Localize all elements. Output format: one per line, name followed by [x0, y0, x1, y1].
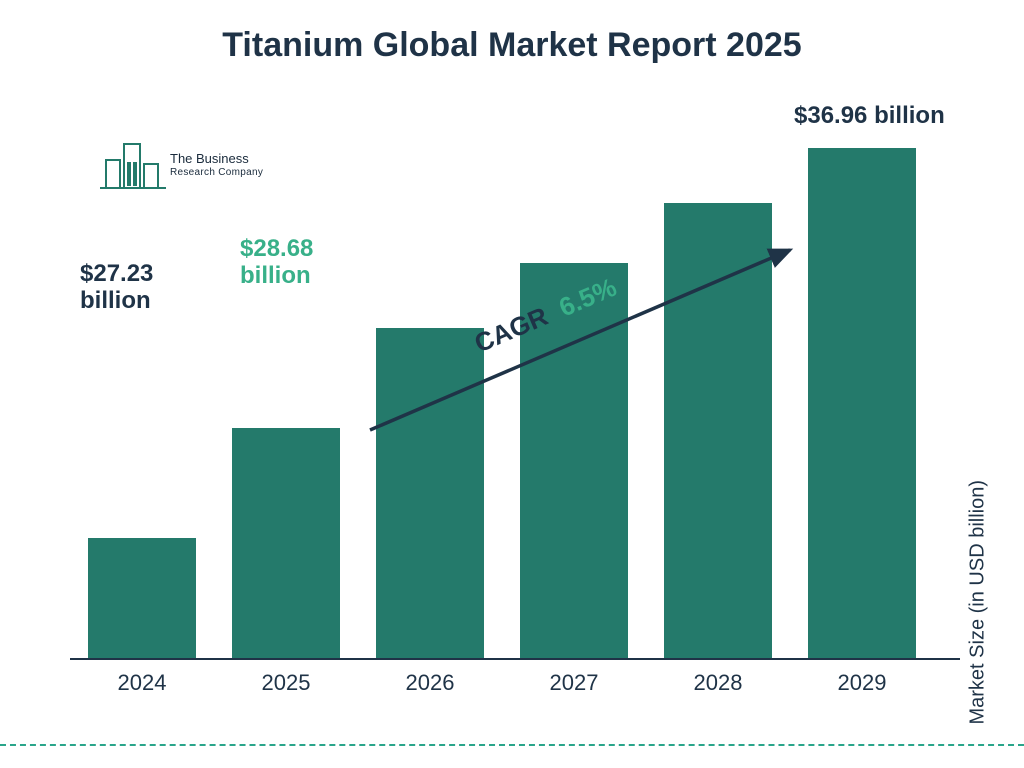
chart-title: Titanium Global Market Report 2025 [0, 26, 1024, 65]
y-axis-label: Market Size (in USD billion) [967, 480, 990, 725]
footer-divider [0, 744, 1024, 746]
page-root: Titanium Global Market Report 2025 The B… [0, 0, 1024, 768]
x-axis-line [70, 658, 960, 660]
xtick-2025: 2025 [232, 670, 340, 696]
xtick-2027: 2027 [520, 670, 628, 696]
xtick-2028: 2028 [664, 670, 772, 696]
x-axis-labels: 2024 2025 2026 2027 2028 2029 [70, 662, 960, 702]
trend-arrow [70, 100, 960, 660]
xtick-2029: 2029 [808, 670, 916, 696]
xtick-2026: 2026 [376, 670, 484, 696]
xtick-2024: 2024 [88, 670, 196, 696]
bar-chart: $27.23 billion $28.68 billion $36.96 bil… [70, 100, 960, 660]
